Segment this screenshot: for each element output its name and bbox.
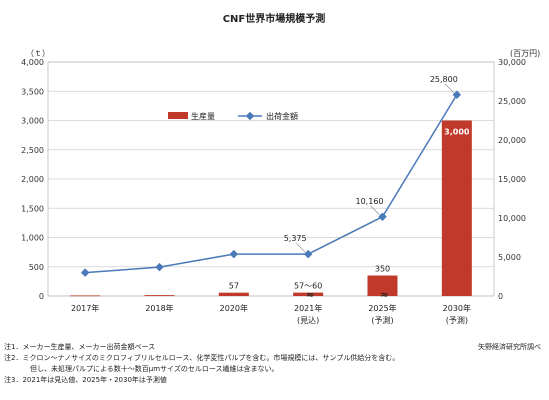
- x-category-sublabel: (予測): [446, 315, 468, 325]
- x-category-label: 2017年: [71, 303, 99, 313]
- bar-value-label: 57: [229, 282, 239, 291]
- x-category-label: 2025年: [368, 303, 396, 313]
- left-tick-label: 4,000: [21, 58, 44, 67]
- gridlines: [48, 62, 494, 296]
- line-point: [155, 263, 163, 271]
- chart-title: CNF世界市場規模予測: [223, 12, 326, 25]
- legend: 生産量 出荷金額: [168, 111, 298, 121]
- x-category-label: 2020年: [220, 303, 248, 313]
- right-axis-unit: (百万円): [510, 49, 540, 58]
- line-value-label: 10,160: [356, 197, 384, 206]
- source-credit: 矢野経済研究所調べ: [478, 342, 541, 352]
- left-tick-label: 500: [29, 263, 44, 272]
- left-axis-ticks: 0 500 1,000 1,500 2,000 2,500 3,000 3,500 4,000: [21, 58, 44, 301]
- right-tick-label: 20,000: [498, 136, 526, 145]
- left-tick-label: 1,000: [21, 234, 44, 243]
- left-axis-unit: （ｔ）: [26, 49, 50, 58]
- axis-break-mark: ≈: [306, 290, 314, 301]
- note-1: 注1．メーカー生産量、メーカー出荷金額ベース: [4, 342, 544, 353]
- bar: [145, 295, 175, 296]
- x-category-sublabel: (予測): [371, 315, 393, 325]
- line-point: [304, 250, 312, 258]
- right-tick-label: 25,000: [498, 97, 526, 106]
- right-tick-label: 0: [498, 292, 503, 301]
- left-tick-label: 2,000: [21, 175, 44, 184]
- legend-line-marker: [246, 112, 254, 120]
- line-label-leader: [296, 243, 305, 252]
- line-point: [230, 250, 238, 258]
- line-value-label: 5,375: [284, 234, 307, 243]
- bar: [70, 295, 100, 296]
- left-tick-label: 2,500: [21, 146, 44, 155]
- right-tick-label: 15,000: [498, 175, 526, 184]
- axis-break-mark: ≈: [380, 290, 388, 301]
- x-axis-categories: 2017年 2018年 2020年 2021年 (見込) 2025年 (予測) 2030年 (予…: [71, 303, 471, 325]
- right-tick-label: 5,000: [498, 253, 521, 262]
- legend-bar-label: 生産量: [191, 111, 215, 121]
- line-path: [85, 95, 457, 273]
- legend-line-label: 出荷金額: [266, 111, 298, 121]
- line-point: [378, 213, 386, 221]
- right-tick-label: 10,000: [498, 214, 526, 223]
- bar: [442, 121, 472, 297]
- bar-value-label: 350: [375, 265, 390, 274]
- line-point: [81, 268, 89, 276]
- right-axis-ticks: 0 5,000 10,000 15,000 20,000 25,000 30,000: [498, 58, 526, 301]
- left-tick-label: 3,500: [21, 87, 44, 96]
- note-2: 注2．ミクロン～ナノサイズのミクロフィブリルセルロース、化学変性パルプを含む。市…: [4, 353, 544, 364]
- x-category-label: 2021年: [294, 303, 322, 313]
- line-label-leader: [371, 206, 380, 215]
- notes: 注1．メーカー生産量、メーカー出荷金額ベース 注2．ミクロン～ナノサイズのミクロ…: [4, 342, 544, 386]
- left-tick-label: 1,500: [21, 204, 44, 213]
- legend-bar-swatch: [168, 112, 188, 119]
- bar-value-label: 3,000: [444, 128, 470, 137]
- line-point: [453, 91, 461, 99]
- left-tick-label: 3,000: [21, 117, 44, 126]
- x-category-label: 2018年: [145, 303, 173, 313]
- note-3: 注3．2021年は見込値、2025年・2030年は予測値: [4, 375, 544, 386]
- left-tick-label: 0: [39, 292, 44, 301]
- right-tick-label: 30,000: [498, 58, 526, 67]
- line-value-label: 25,800: [430, 75, 458, 84]
- bar: [219, 293, 249, 296]
- note-2-cont: 但し、未処理パルプによる数十～数百μmサイズのセルロース繊維は含まない。: [4, 364, 544, 375]
- x-category-sublabel: (見込): [297, 316, 319, 325]
- x-category-label: 2030年: [443, 303, 471, 313]
